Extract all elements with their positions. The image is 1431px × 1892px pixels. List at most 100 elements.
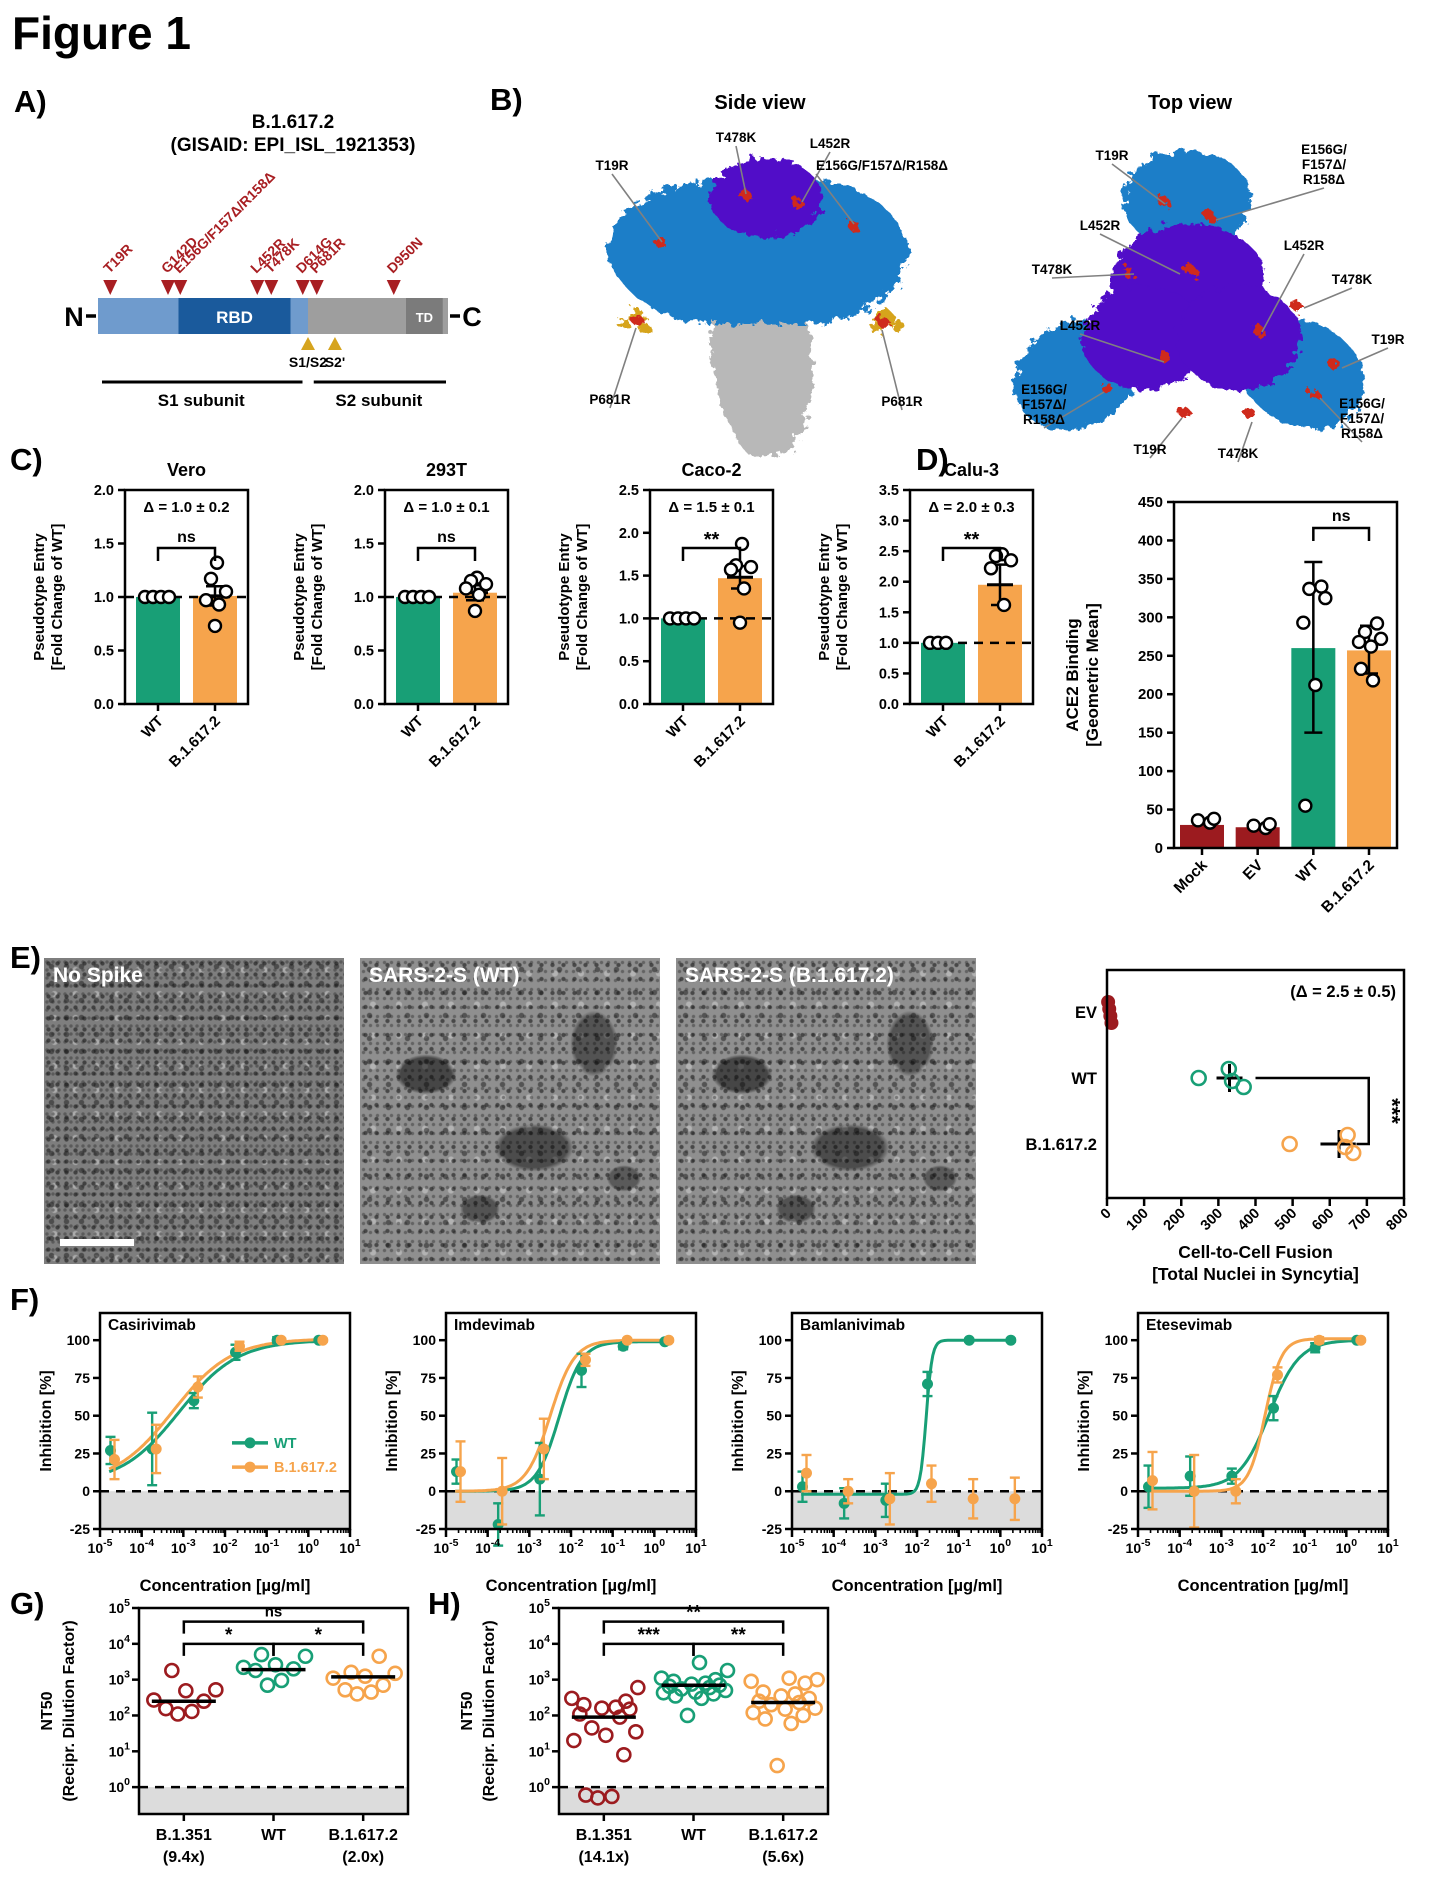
svg-text:**: ** bbox=[731, 1625, 746, 1646]
syncytia-texture bbox=[360, 958, 660, 1264]
svg-text:300: 300 bbox=[1138, 609, 1163, 626]
svg-text:103: 103 bbox=[529, 1669, 551, 1688]
svg-text:B.1.617.2: B.1.617.2 bbox=[328, 1827, 397, 1844]
svg-text:1.5: 1.5 bbox=[619, 569, 639, 585]
svg-text:2.0: 2.0 bbox=[354, 483, 374, 499]
micrograph-no-spike: No Spike bbox=[44, 958, 344, 1264]
svg-text:10-2: 10-2 bbox=[905, 1537, 930, 1556]
svg-text:B.1.617.2: B.1.617.2 bbox=[1025, 1136, 1097, 1154]
svg-text:0.5: 0.5 bbox=[619, 654, 639, 670]
svg-text:**: ** bbox=[686, 1603, 701, 1624]
svg-text:Vero: Vero bbox=[167, 460, 206, 480]
svg-text:EV: EV bbox=[1075, 1004, 1097, 1022]
293t-chart: Pseudotype Entry [Fold Change of WT] 0.0 0.… bbox=[290, 452, 522, 809]
svg-text:(Recipr. Dilution Factor): (Recipr. Dilution Factor) bbox=[61, 1620, 78, 1801]
svg-text:100: 100 bbox=[413, 1332, 437, 1348]
svg-text:1.5: 1.5 bbox=[94, 537, 114, 553]
fusion-svg: 0 100 200 300 400 500 600 700 800 EV WT B.1.617.2 **… bbox=[1025, 968, 1412, 1284]
side-view-title: Side view bbox=[714, 92, 806, 114]
svg-text:400: 400 bbox=[1235, 1206, 1263, 1234]
nt50-svg: 100 101 102 103 104 105 * * ns B.1.351 (9.4x) WT B.1… bbox=[39, 1597, 410, 1866]
svg-text:100: 100 bbox=[109, 1776, 131, 1795]
svg-text:*: * bbox=[225, 1625, 233, 1646]
caco2-chart: Pseudotype Entry [Fold Change of WT] 0.0 0.… bbox=[555, 452, 787, 809]
svg-text:100: 100 bbox=[1336, 1537, 1358, 1556]
svg-text:100: 100 bbox=[644, 1537, 666, 1556]
svg-text:50: 50 bbox=[1146, 802, 1163, 819]
svg-text:10-5: 10-5 bbox=[1126, 1537, 1151, 1556]
svg-text:Inhibition [%]: Inhibition [%] bbox=[730, 1370, 747, 1471]
svg-text:(GISAID: EPI_ISL_1921353): (GISAID: EPI_ISL_1921353) bbox=[171, 135, 416, 156]
svg-text:101: 101 bbox=[529, 1740, 551, 1759]
svg-text:[Total Nuclei in Syncytia]: [Total Nuclei in Syncytia] bbox=[1152, 1264, 1359, 1284]
svg-text:B.1.617.2: B.1.617.2 bbox=[1318, 857, 1378, 917]
svg-text:1.0: 1.0 bbox=[354, 590, 374, 606]
svg-text:101: 101 bbox=[1377, 1537, 1399, 1556]
panel-e-label: E) bbox=[10, 940, 41, 975]
svg-text:50: 50 bbox=[766, 1408, 782, 1424]
spike-top-view: T19R E156G/F157Δ/R158Δ L452R T478K L452R T478… bbox=[1013, 142, 1405, 463]
svg-text:0.0: 0.0 bbox=[94, 697, 114, 713]
svg-text:RBD: RBD bbox=[216, 308, 253, 327]
svg-text:0.5: 0.5 bbox=[354, 644, 374, 660]
svg-text:*: * bbox=[315, 1625, 323, 1646]
svg-text:-25: -25 bbox=[70, 1521, 90, 1537]
svg-text:25: 25 bbox=[74, 1445, 90, 1461]
svg-text:T19R: T19R bbox=[1133, 442, 1166, 457]
svg-text:50: 50 bbox=[1112, 1408, 1128, 1424]
svg-text:T478K: T478K bbox=[1032, 262, 1073, 277]
nt50-chart-h: 100 101 102 103 104 105 *** ** ** B.1.351 (14.1x) W… bbox=[456, 1592, 850, 1892]
svg-text:T478K: T478K bbox=[1332, 272, 1373, 287]
micrograph-label: SARS-2-S (WT) bbox=[369, 964, 520, 987]
svg-text:B.1.617.2: B.1.617.2 bbox=[166, 713, 224, 771]
svg-text:25: 25 bbox=[420, 1445, 436, 1461]
svg-text:2.0: 2.0 bbox=[94, 483, 114, 499]
svg-text:10-3: 10-3 bbox=[171, 1537, 196, 1556]
svg-text:B.1.351: B.1.351 bbox=[156, 1827, 212, 1844]
svg-text:50: 50 bbox=[420, 1408, 436, 1424]
svg-text:B.1.351: B.1.351 bbox=[576, 1827, 632, 1844]
svg-text:Concentration [µg/ml]: Concentration [µg/ml] bbox=[140, 1577, 311, 1595]
svg-text:B.1.617.2: B.1.617.2 bbox=[748, 1827, 817, 1844]
svg-text:WT: WT bbox=[274, 1436, 297, 1452]
svg-text:10-2: 10-2 bbox=[1251, 1537, 1276, 1556]
svg-text:**: ** bbox=[704, 529, 720, 551]
svg-text:EV: EV bbox=[1240, 856, 1267, 883]
svg-text:10-3: 10-3 bbox=[863, 1537, 888, 1556]
svg-text:103: 103 bbox=[109, 1669, 131, 1688]
panel-d-label: D) bbox=[916, 442, 949, 477]
svg-text:(Recipr. Dilution Factor): (Recipr. Dilution Factor) bbox=[481, 1620, 498, 1801]
svg-text:T19R: T19R bbox=[100, 241, 136, 277]
svg-text:Bamlanivimab: Bamlanivimab bbox=[800, 1317, 905, 1334]
fusion-chart: 0 100 200 300 400 500 600 700 800 EV WT B.1.617.2 **… bbox=[992, 950, 1428, 1297]
svg-text:0: 0 bbox=[1120, 1483, 1128, 1499]
svg-text:C: C bbox=[462, 302, 482, 332]
svg-text:75: 75 bbox=[420, 1370, 436, 1386]
svg-text:-25: -25 bbox=[416, 1521, 436, 1537]
svg-text:0.5: 0.5 bbox=[879, 666, 899, 682]
svg-text:Cell-to-Cell Fusion: Cell-to-Cell Fusion bbox=[1178, 1242, 1333, 1262]
svg-text:E156G/F157Δ/R158Δ: E156G/F157Δ/R158Δ bbox=[1339, 396, 1385, 441]
spike-side-view: T19R T478K L452R E156G/F157Δ/R158Δ P681R P681… bbox=[589, 130, 948, 456]
svg-text:10-4: 10-4 bbox=[475, 1537, 500, 1556]
svg-text:WT: WT bbox=[1293, 856, 1322, 885]
svg-text:E156G/F157Δ/R158Δ: E156G/F157Δ/R158Δ bbox=[1301, 142, 1347, 187]
micrograph-delta: SARS-2-S (B.1.617.2) bbox=[676, 958, 976, 1264]
svg-text:2.0: 2.0 bbox=[879, 575, 899, 591]
svg-text:300: 300 bbox=[1198, 1206, 1226, 1234]
spike-domain-diagram: B.1.617.2(GISAID: EPI_ISL_1921353) RBD TD N… bbox=[64, 112, 482, 410]
svg-text:10-4: 10-4 bbox=[821, 1537, 846, 1556]
panel-a-schematic: B.1.617.2 (GISAID: EPI_ISL_1921353) RBD TD N… bbox=[28, 98, 488, 439]
svg-text:105: 105 bbox=[109, 1597, 131, 1616]
svg-text:P681R: P681R bbox=[881, 394, 923, 409]
svg-text:10-5: 10-5 bbox=[780, 1537, 805, 1556]
svg-text:100: 100 bbox=[1138, 763, 1163, 780]
pseudotype-entry-chart: Pseudotype Entry [Fold Change of WT] 0.0 0.… bbox=[816, 460, 1035, 771]
svg-text:100: 100 bbox=[1105, 1332, 1129, 1348]
inhibition-chart-svg: -25 0 25 50 75 100 10-5 10-4 10-3 10-2 10-1 100 101 C… bbox=[38, 1311, 361, 1595]
svg-text:(5.6x): (5.6x) bbox=[762, 1849, 804, 1866]
svg-text:S2 subunit: S2 subunit bbox=[335, 391, 422, 410]
svg-text:10-4: 10-4 bbox=[129, 1537, 154, 1556]
svg-text:NT50: NT50 bbox=[39, 1691, 56, 1730]
svg-text:Concentration [µg/ml]: Concentration [µg/ml] bbox=[486, 1577, 657, 1595]
